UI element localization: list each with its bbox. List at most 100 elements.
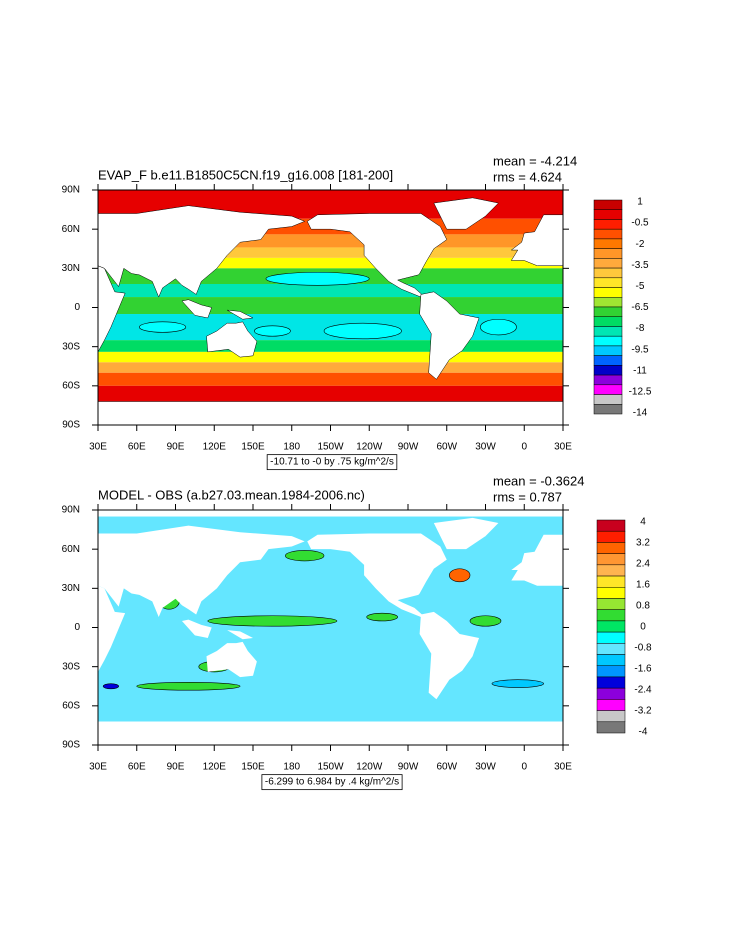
- colorbar-label: 3.2: [636, 538, 650, 549]
- land: [307, 533, 447, 618]
- ocean-band: [98, 372, 563, 386]
- lat-label: 90N: [62, 505, 80, 516]
- colorbar-box: [593, 209, 623, 220]
- land: [98, 525, 305, 618]
- colorbar-box: [593, 277, 623, 288]
- info-text: -10.71 to -0 by .75 kg/m^2/s: [270, 457, 394, 468]
- colorbar-box: [593, 374, 623, 386]
- land: [98, 585, 126, 672]
- colorbar-box: [593, 306, 623, 317]
- colorbar-label: -1.6: [634, 664, 652, 675]
- ocean-band: [98, 297, 563, 315]
- colorbar-box: [596, 587, 626, 599]
- info-text: -6.299 to 6.984 by .4 kg/m^2/s: [265, 777, 399, 788]
- ocean-patch: [366, 612, 398, 622]
- colorbar-label: -0.5: [631, 218, 649, 229]
- colorbar-box: [596, 553, 626, 566]
- land: [181, 619, 212, 638]
- colorbar-label: -3.5: [631, 260, 649, 271]
- lat-label: 30S: [62, 341, 80, 352]
- colorbar-label: -5: [636, 281, 645, 292]
- colorbar-box: [593, 297, 623, 308]
- lon-label: 30E: [554, 762, 572, 773]
- lon-label: 90W: [398, 762, 419, 773]
- colorbar-box: [596, 564, 626, 577]
- lat-label: 30S: [62, 661, 80, 672]
- ocean-patch: [102, 683, 119, 690]
- ocean-patch: [253, 325, 291, 337]
- colorbar-box: [596, 542, 626, 554]
- ocean-patch: [139, 321, 187, 333]
- ocean-patch: [284, 550, 325, 562]
- mean-text: mean = -4.214: [493, 153, 577, 168]
- land: [98, 721, 563, 745]
- rms-text: rms = 4.624: [493, 169, 562, 184]
- lat-label: 30N: [62, 583, 80, 594]
- colorbar-box: [596, 699, 626, 711]
- lon-label: 120W: [356, 442, 383, 453]
- lon-label: 120E: [203, 762, 227, 773]
- ocean-patch: [265, 271, 370, 286]
- lon-label: 60W: [436, 442, 457, 453]
- lon-label: 150W: [317, 442, 344, 453]
- colorbar-box: [593, 238, 623, 249]
- colorbar-label: -0.8: [634, 643, 652, 654]
- lon-label: 60E: [128, 762, 146, 773]
- lon-label: 0: [521, 442, 527, 453]
- lat-label: 90N: [62, 185, 80, 196]
- ocean-band: [98, 257, 563, 269]
- colorbar-label: -2.4: [634, 685, 652, 696]
- mean-text: mean = -0.3624: [493, 473, 584, 488]
- colorbar-box: [593, 219, 623, 230]
- colorbar-box: [596, 575, 626, 588]
- land: [227, 309, 254, 320]
- colorbar-box: [596, 519, 626, 532]
- colorbar-box: [593, 345, 623, 356]
- lon-label: 150W: [317, 762, 344, 773]
- colorbar-box: [593, 365, 623, 376]
- ocean-band: [98, 362, 563, 373]
- ocean-band: [98, 351, 563, 363]
- colorbar-box: [596, 598, 626, 610]
- land: [98, 401, 563, 425]
- colorbar-box: [593, 228, 623, 240]
- info-box: [261, 774, 403, 791]
- colorbar-box: [596, 710, 626, 723]
- lon-label: 180: [283, 442, 300, 453]
- colorbar-box: [596, 676, 626, 689]
- lon-label: 0: [521, 762, 527, 773]
- colorbar-box: [593, 258, 623, 269]
- colorbar-label: -12.5: [629, 387, 652, 398]
- rms-text: rms = 0.787: [493, 489, 562, 504]
- ocean-patch: [480, 318, 517, 336]
- land: [98, 265, 126, 353]
- lon-label: 120W: [356, 762, 383, 773]
- lat-label: 60N: [62, 544, 80, 555]
- lat-label: 60N: [62, 224, 80, 235]
- panel-title: MODEL - OBS (a.b27.03.mean.1984-2006.nc): [98, 487, 365, 502]
- panel-title: EVAP_F b.e11.B1850C5CN.f19_g16.008 [181-…: [98, 167, 393, 182]
- lon-label: 180: [283, 762, 300, 773]
- lon-label: 30W: [475, 762, 496, 773]
- land: [206, 321, 258, 358]
- colorbar-box: [596, 643, 626, 655]
- ocean-patch: [469, 615, 502, 627]
- lon-label: 90E: [167, 762, 185, 773]
- colorbar-label: 1: [637, 197, 643, 208]
- land: [433, 197, 499, 230]
- colorbar-label: -11: [633, 365, 647, 376]
- lon-label: 90W: [398, 442, 419, 453]
- colorbar-box: [593, 335, 623, 347]
- colorbar-box: [596, 631, 626, 644]
- colorbar-label: 0.8: [636, 601, 650, 612]
- lat-label: 30N: [62, 263, 80, 274]
- lat-label: 60S: [62, 380, 80, 391]
- land: [181, 299, 212, 319]
- colorbar-label: -2: [636, 239, 645, 250]
- colorbar-box: [596, 665, 626, 678]
- lat-label: 0: [74, 622, 80, 633]
- lon-label: 150E: [241, 442, 265, 453]
- colorbar-box: [593, 287, 623, 298]
- ocean-band: [98, 284, 563, 298]
